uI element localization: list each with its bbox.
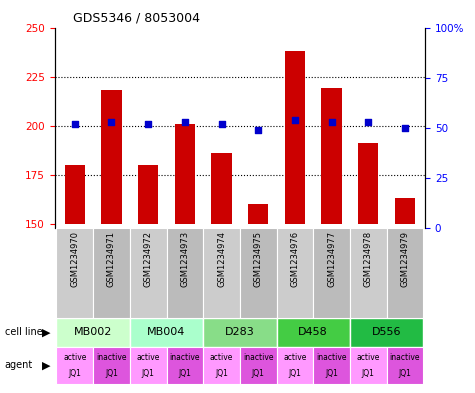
Bar	[240, 228, 276, 318]
Text: cell line: cell line	[5, 327, 42, 338]
Bar	[167, 347, 203, 384]
Bar	[203, 228, 240, 318]
Text: JQ1: JQ1	[68, 369, 81, 378]
Text: GSM1234971: GSM1234971	[107, 231, 116, 286]
Bar	[240, 347, 276, 384]
Text: MB002: MB002	[74, 327, 112, 338]
Bar	[387, 347, 423, 384]
Text: active: active	[283, 353, 306, 362]
Point	[181, 119, 189, 125]
Bar	[130, 228, 167, 318]
Text: GSM1234974: GSM1234974	[217, 231, 226, 286]
Text: active: active	[357, 353, 380, 362]
Text: GSM1234970: GSM1234970	[70, 231, 79, 286]
Text: GSM1234977: GSM1234977	[327, 231, 336, 287]
Bar	[57, 347, 93, 384]
Bar	[93, 228, 130, 318]
Text: active: active	[63, 353, 86, 362]
Bar	[276, 318, 350, 347]
Bar	[93, 347, 130, 384]
Point	[218, 121, 225, 127]
Point	[291, 117, 299, 123]
Point	[401, 125, 409, 131]
Point	[255, 127, 262, 133]
Bar	[276, 228, 313, 318]
Bar	[203, 347, 240, 384]
Text: ▶: ▶	[42, 327, 50, 338]
Text: D556: D556	[372, 327, 401, 338]
Text: JQ1: JQ1	[288, 369, 301, 378]
Point	[108, 119, 115, 125]
Bar	[395, 198, 415, 224]
Text: inactive: inactive	[170, 353, 200, 362]
Bar	[203, 318, 276, 347]
Point	[364, 119, 372, 125]
Text: GSM1234973: GSM1234973	[180, 231, 190, 287]
Bar	[130, 347, 167, 384]
Text: inactive: inactive	[316, 353, 347, 362]
Text: inactive: inactive	[390, 353, 420, 362]
Text: JQ1: JQ1	[325, 369, 338, 378]
Text: agent: agent	[5, 360, 33, 370]
Bar	[248, 204, 268, 224]
Text: JQ1: JQ1	[179, 369, 191, 378]
Text: inactive: inactive	[243, 353, 274, 362]
Text: active: active	[210, 353, 233, 362]
Text: active: active	[136, 353, 160, 362]
Bar	[57, 228, 93, 318]
Text: GSM1234972: GSM1234972	[143, 231, 152, 286]
Text: JQ1: JQ1	[215, 369, 228, 378]
Bar	[358, 143, 379, 224]
Bar	[276, 347, 313, 384]
Bar	[138, 165, 158, 224]
Text: JQ1: JQ1	[399, 369, 411, 378]
Text: D283: D283	[225, 327, 255, 338]
Bar	[57, 318, 130, 347]
Bar	[285, 51, 305, 224]
Text: D458: D458	[298, 327, 328, 338]
Text: GSM1234976: GSM1234976	[290, 231, 299, 287]
Bar	[350, 228, 387, 318]
Text: GSM1234978: GSM1234978	[364, 231, 373, 287]
Text: ▶: ▶	[42, 360, 50, 370]
Bar	[65, 165, 85, 224]
Bar	[101, 90, 122, 224]
Bar	[175, 124, 195, 224]
Point	[144, 121, 152, 127]
Bar	[313, 228, 350, 318]
Text: JQ1: JQ1	[362, 369, 375, 378]
Text: GDS5346 / 8053004: GDS5346 / 8053004	[73, 12, 200, 25]
Bar	[211, 153, 232, 224]
Bar	[167, 228, 203, 318]
Bar	[313, 347, 350, 384]
Point	[71, 121, 78, 127]
Text: JQ1: JQ1	[105, 369, 118, 378]
Bar	[322, 88, 342, 224]
Text: MB004: MB004	[147, 327, 186, 338]
Text: GSM1234975: GSM1234975	[254, 231, 263, 286]
Text: inactive: inactive	[96, 353, 127, 362]
Text: GSM1234979: GSM1234979	[400, 231, 409, 286]
Point	[328, 119, 335, 125]
Text: JQ1: JQ1	[252, 369, 265, 378]
Text: JQ1: JQ1	[142, 369, 154, 378]
Bar	[350, 318, 423, 347]
Bar	[130, 318, 203, 347]
Bar	[350, 347, 387, 384]
Bar	[387, 228, 423, 318]
